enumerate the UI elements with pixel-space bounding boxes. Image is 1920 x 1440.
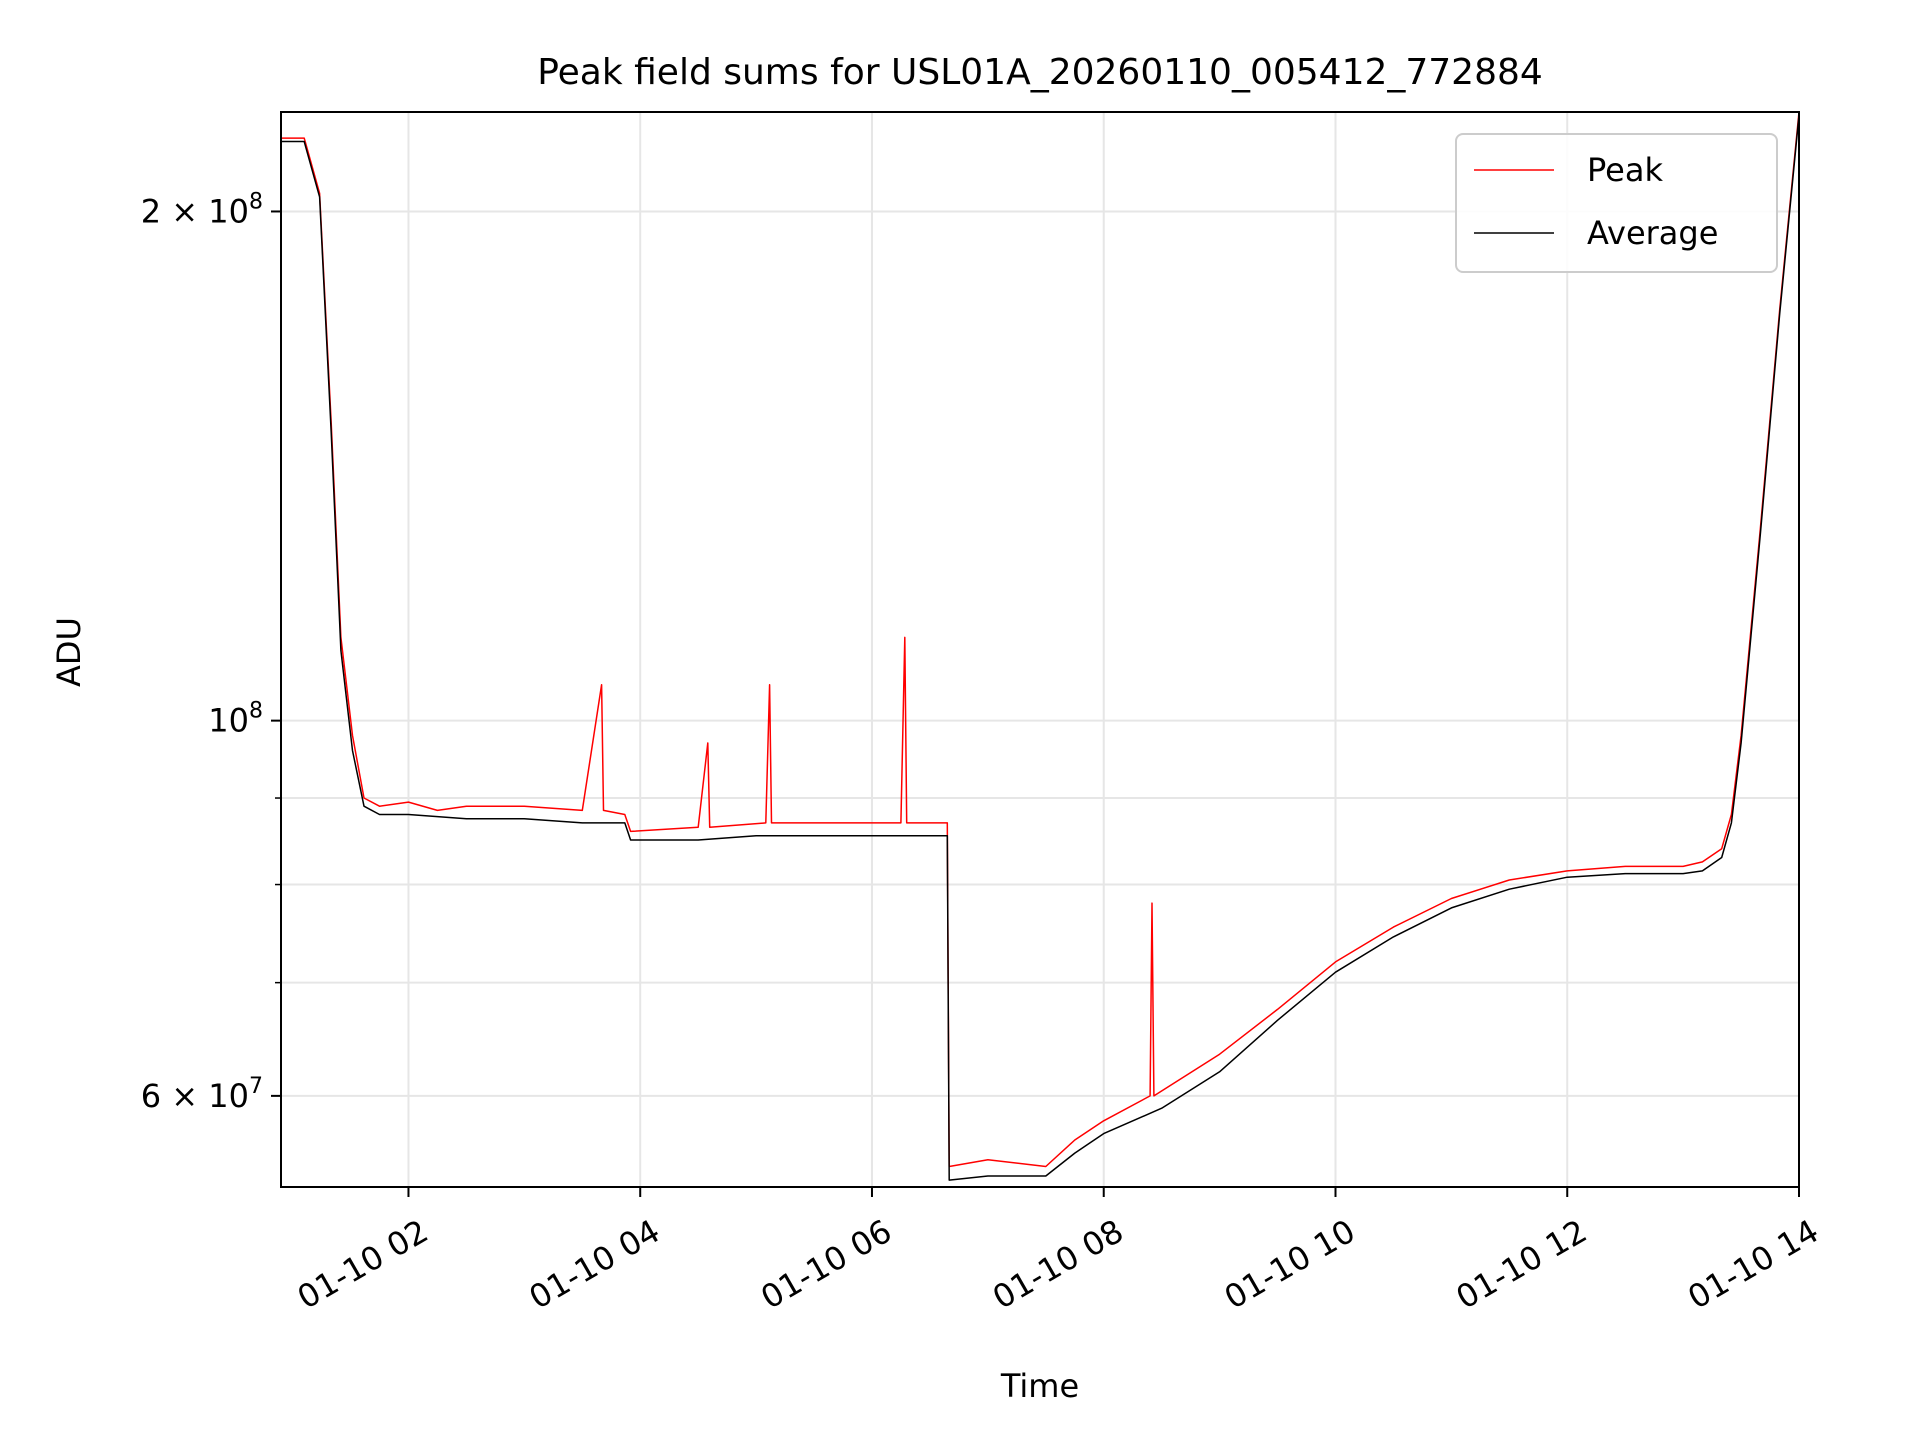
x-tick-label: 01-10 10 xyxy=(1218,1212,1362,1317)
x-tick-label: 01-10 12 xyxy=(1450,1212,1594,1317)
x-tick-label: 01-10 08 xyxy=(986,1212,1130,1317)
y-tick-label: 108 xyxy=(208,699,263,740)
series-line-peak xyxy=(281,111,1800,1168)
x-axis-ticks: 01-10 02 01-10 04 01-10 06 01-10 08 01-10 10… xyxy=(291,1187,1825,1317)
x-tick-label: 01-10 02 xyxy=(291,1212,435,1317)
legend-label-peak: Peak xyxy=(1587,151,1663,189)
plot-series xyxy=(281,111,1800,1181)
legend-label-average: Average xyxy=(1587,214,1718,252)
y-tick-label: 2 × 108 xyxy=(141,189,263,230)
grid xyxy=(281,112,1800,1187)
legend-box xyxy=(1455,133,1778,273)
chart-title: Peak field sums for USL01A_20260110_0054… xyxy=(537,52,1543,93)
y-axis-label: ADU xyxy=(50,617,88,687)
x-tick-label: 01-10 14 xyxy=(1681,1212,1825,1317)
x-tick-label: 01-10 06 xyxy=(754,1212,898,1317)
legend: Peak Average xyxy=(1455,133,1778,273)
series-line-average xyxy=(281,115,1800,1181)
plot-frame xyxy=(280,111,1800,1188)
y-axis-ticks: 2 × 108 108 6 × 107 xyxy=(141,189,281,1115)
x-axis-label: Time xyxy=(1000,1367,1079,1405)
x-tick-label: 01-10 04 xyxy=(523,1212,667,1317)
y-tick-label: 6 × 107 xyxy=(141,1074,263,1115)
